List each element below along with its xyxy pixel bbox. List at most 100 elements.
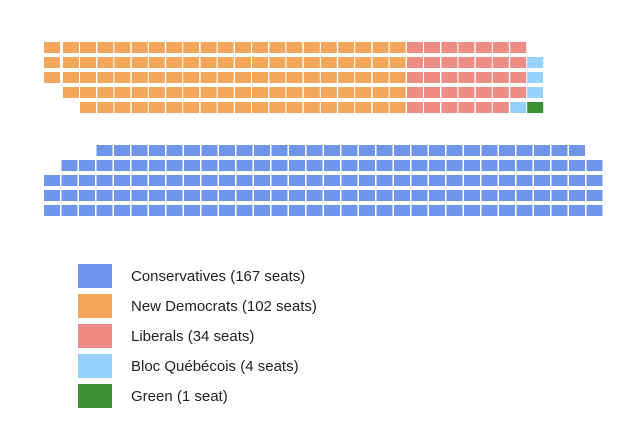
seat-new-democrats <box>200 102 217 113</box>
seat-new-democrats <box>63 87 79 98</box>
seat-new-democrats <box>303 42 320 53</box>
seat-conservatives <box>446 190 463 201</box>
seat-conservatives <box>236 145 253 156</box>
seat-bloc-quebecois <box>527 57 544 68</box>
seat-new-democrats <box>338 57 355 68</box>
seat-new-democrats <box>80 102 96 113</box>
seat-conservatives <box>79 190 95 201</box>
seat-conservatives <box>166 205 183 216</box>
seat-conservatives <box>271 175 288 186</box>
seat-new-democrats <box>63 72 79 83</box>
seat-new-democrats <box>80 87 96 98</box>
seat-new-democrats <box>252 102 268 113</box>
seat-conservatives <box>411 175 428 186</box>
seat-liberals <box>407 42 423 53</box>
seat-liberals <box>424 57 440 68</box>
seat-conservatives <box>289 160 305 171</box>
seat-conservatives <box>114 145 130 156</box>
seat-new-democrats <box>252 87 268 98</box>
seat-conservatives <box>236 160 253 171</box>
seat-conservatives <box>394 205 410 216</box>
seat-new-democrats <box>338 102 355 113</box>
seat-conservatives <box>429 145 445 156</box>
seat-new-democrats <box>286 102 303 113</box>
seat-conservatives <box>569 205 585 216</box>
seat-conservatives <box>551 205 568 216</box>
seat-conservatives <box>341 205 358 216</box>
seat-conservatives <box>201 145 218 156</box>
seat-bloc-quebecois <box>527 87 544 98</box>
seat-conservatives <box>586 175 603 186</box>
seat-conservatives <box>114 160 130 171</box>
seat-conservatives <box>481 160 498 171</box>
seat-conservatives <box>271 160 288 171</box>
seat-new-democrats <box>303 87 320 98</box>
seat-new-democrats <box>217 87 234 98</box>
seat-conservatives <box>569 145 585 156</box>
seat-liberals <box>407 102 423 113</box>
seat-conservatives <box>499 160 515 171</box>
seat-bloc-quebecois <box>510 102 527 113</box>
seat-new-democrats <box>389 57 406 68</box>
seat-conservatives <box>219 205 235 216</box>
seat-conservatives <box>499 190 515 201</box>
seat-conservatives <box>79 175 95 186</box>
seat-liberals <box>458 42 475 53</box>
seat-new-democrats <box>44 72 60 83</box>
seat-new-democrats <box>63 42 79 53</box>
seat-block-top <box>44 42 544 113</box>
seat-liberals <box>492 42 509 53</box>
legend-swatch-conservatives <box>78 264 112 288</box>
seat-new-democrats <box>372 42 389 53</box>
seat-new-democrats <box>183 72 200 83</box>
seat-new-democrats <box>131 102 148 113</box>
seat-conservatives <box>446 160 463 171</box>
seat-conservatives <box>499 145 515 156</box>
seat-new-democrats <box>252 42 268 53</box>
seat-new-democrats <box>63 57 79 68</box>
seat-conservatives <box>324 145 340 156</box>
seat-conservatives <box>359 145 375 156</box>
seat-new-democrats <box>97 87 114 98</box>
seat-conservatives <box>534 160 550 171</box>
seat-conservatives <box>464 145 480 156</box>
seat-conservatives <box>394 160 410 171</box>
legend-item-green: Green (1 seat) <box>78 384 498 408</box>
seat-new-democrats <box>217 42 234 53</box>
seat-conservatives <box>131 160 148 171</box>
seat-liberals <box>475 87 492 98</box>
seat-new-democrats <box>200 72 217 83</box>
seat-new-democrats <box>183 57 200 68</box>
seat-new-democrats <box>389 42 406 53</box>
legend: Conservatives (167 seats) New Democrats … <box>78 264 498 414</box>
seat-conservatives <box>114 190 130 201</box>
seat-conservatives <box>586 205 603 216</box>
seat-new-democrats <box>44 57 60 68</box>
seat-conservatives <box>254 190 270 201</box>
seat-conservatives <box>149 190 165 201</box>
legend-item-new-democrats: New Democrats (102 seats) <box>78 294 498 318</box>
seat-conservatives <box>219 145 235 156</box>
seat-new-democrats <box>286 57 303 68</box>
seat-conservatives <box>184 190 200 201</box>
seat-new-democrats <box>372 72 389 83</box>
seat-new-democrats <box>97 102 114 113</box>
seat-conservatives <box>131 175 148 186</box>
seat-liberals <box>441 57 458 68</box>
seat-new-democrats <box>217 72 234 83</box>
seat-conservatives <box>96 160 113 171</box>
seat-new-democrats <box>166 72 183 83</box>
seat-conservatives <box>289 145 305 156</box>
seat-block-bottom <box>44 145 603 216</box>
seat-conservatives <box>166 190 183 201</box>
seat-new-democrats <box>200 42 217 53</box>
seat-conservatives <box>149 160 165 171</box>
seat-new-democrats <box>235 102 251 113</box>
seat-conservatives <box>201 205 218 216</box>
seat-conservatives <box>341 175 358 186</box>
seat-new-democrats <box>114 102 131 113</box>
seat-new-democrats <box>166 42 183 53</box>
seat-conservatives <box>481 205 498 216</box>
legend-item-conservatives: Conservatives (167 seats) <box>78 264 498 288</box>
seat-conservatives <box>569 160 585 171</box>
